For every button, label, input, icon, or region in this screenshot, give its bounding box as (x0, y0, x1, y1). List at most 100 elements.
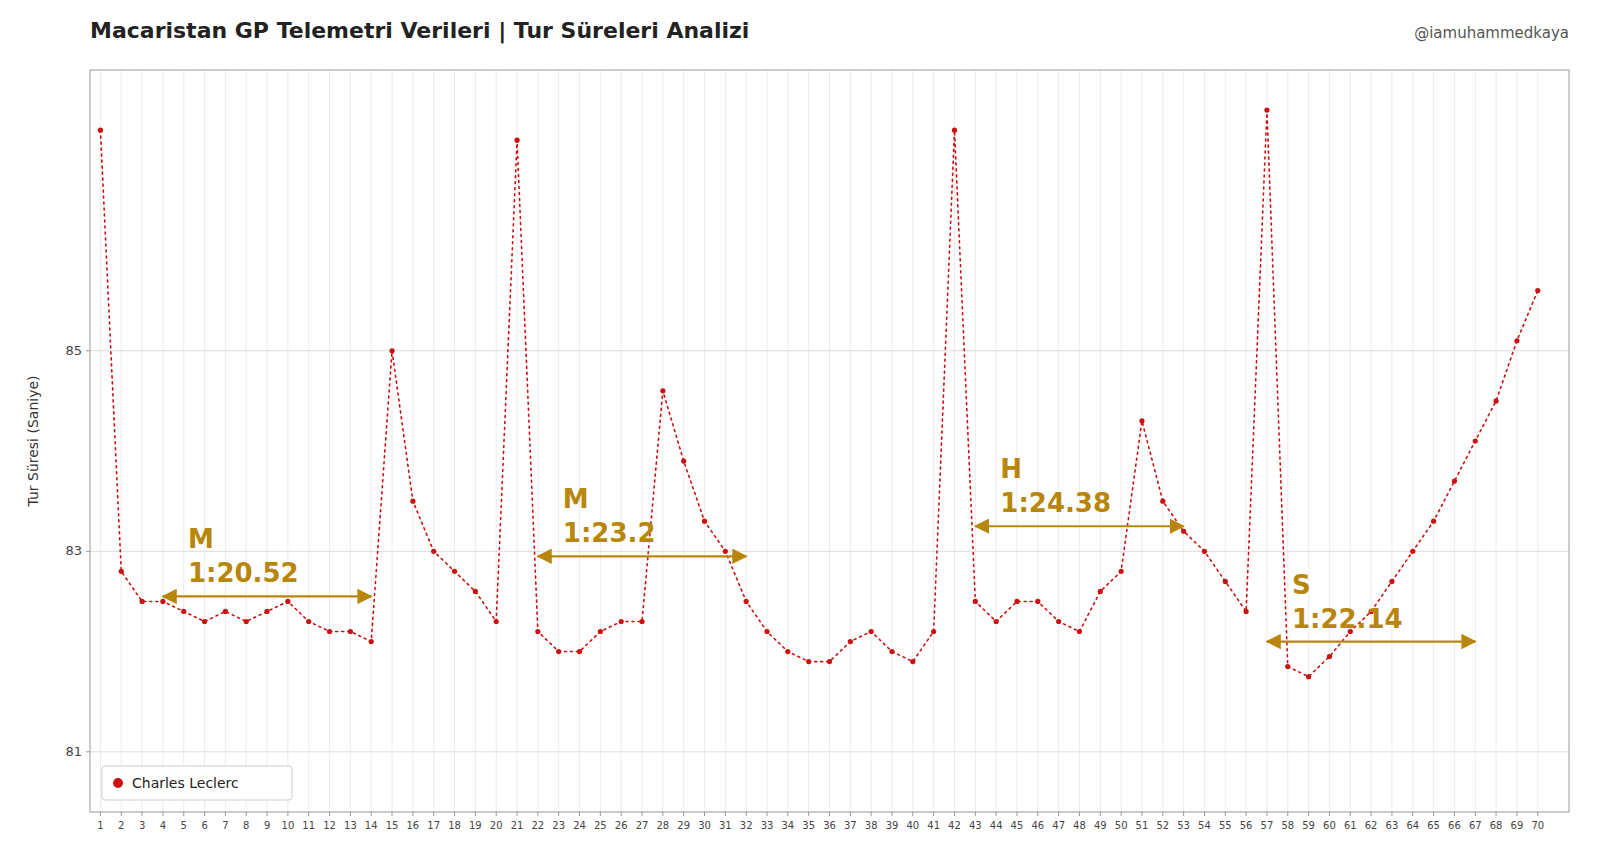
x-tick (912, 812, 913, 816)
series-point (1119, 569, 1124, 574)
series-point (723, 549, 728, 554)
stint-time: 1:23.2 (563, 518, 656, 548)
series-point (369, 639, 374, 644)
series-point (681, 458, 686, 463)
x-tick (975, 812, 976, 816)
x-grid-line (308, 70, 309, 812)
x-tick (746, 812, 747, 816)
x-grid-line (1537, 70, 1538, 812)
x-grid-line (454, 70, 455, 812)
x-tick-label: 46 (1031, 820, 1044, 831)
x-grid-line (204, 70, 205, 812)
x-grid-line (891, 70, 892, 812)
x-grid-line (1454, 70, 1455, 812)
x-tick-label: 23 (552, 820, 565, 831)
x-tick (1079, 812, 1080, 816)
series-point (889, 649, 894, 654)
series-point (910, 659, 915, 664)
x-grid-line (1308, 70, 1309, 812)
x-tick-label: 43 (969, 820, 982, 831)
x-tick-label: 64 (1406, 820, 1419, 831)
x-grid-line (517, 70, 518, 812)
x-tick-label: 35 (802, 820, 815, 831)
x-tick-label: 36 (823, 820, 836, 831)
series-point (1181, 529, 1186, 534)
x-tick-label: 5 (181, 820, 187, 831)
x-tick (329, 812, 330, 816)
x-tick (121, 812, 122, 816)
series-point (806, 659, 811, 664)
x-tick-label: 9 (264, 820, 270, 831)
x-tick-label: 11 (302, 820, 315, 831)
x-tick-label: 25 (594, 820, 607, 831)
x-tick-label: 24 (573, 820, 586, 831)
data (98, 108, 1541, 680)
x-tick (1454, 812, 1455, 816)
y-tick-label: 85 (65, 343, 82, 358)
x-tick-label: 21 (511, 820, 524, 831)
x-grid-line (496, 70, 497, 812)
x-tick-label: 27 (636, 820, 649, 831)
legend-label: Charles Leclerc (132, 775, 239, 791)
x-tick-label: 17 (427, 820, 440, 831)
x-tick (1162, 812, 1163, 816)
series-point (827, 659, 832, 664)
series-line (100, 110, 1537, 677)
stint-label: M (563, 484, 589, 514)
subtitle: @iamuhammedkaya (1414, 24, 1569, 42)
x-tick (1225, 812, 1226, 816)
series-point (306, 619, 311, 624)
stint-arrow (163, 595, 371, 597)
x-tick-label: 70 (1531, 820, 1544, 831)
series-point (535, 629, 540, 634)
x-tick (996, 812, 997, 816)
series-point (1139, 418, 1144, 423)
x-grid-line (1225, 70, 1226, 812)
x-grid-line (392, 70, 393, 812)
x-tick (246, 812, 247, 816)
x-tick (1204, 812, 1205, 816)
x-tick (662, 812, 663, 816)
x-tick (871, 812, 872, 816)
y-grid-line (90, 751, 1569, 752)
series-point (1514, 338, 1519, 343)
series-point (473, 589, 478, 594)
series-point (1244, 609, 1249, 614)
annotations: 1:20.52M1:23.2M1:24.38H1:22.14S (163, 454, 1475, 641)
series-point (1077, 629, 1082, 634)
title: Macaristan GP Telemetri Verileri | Tur S… (90, 18, 749, 44)
x-tick-label: 53 (1177, 820, 1190, 831)
legend: Charles Leclerc (102, 766, 292, 800)
x-grid-line (1141, 70, 1142, 812)
x-grid-line (558, 70, 559, 812)
x-tick (933, 812, 934, 816)
x-grid-line (1079, 70, 1080, 812)
x-grid-line (1412, 70, 1413, 812)
x-tick-label: 57 (1261, 820, 1274, 831)
x-tick (1537, 812, 1538, 816)
x-tick-label: 1 (97, 820, 103, 831)
x-tick (475, 812, 476, 816)
x-tick-label: 66 (1448, 820, 1461, 831)
x-tick-label: 29 (677, 820, 690, 831)
x-tick-label: 45 (1011, 820, 1024, 831)
x-tick-label: 50 (1115, 820, 1128, 831)
x-tick-label: 65 (1427, 820, 1440, 831)
x-tick (1058, 812, 1059, 816)
series-point (181, 609, 186, 614)
series-point (389, 348, 394, 353)
x-grid-line (225, 70, 226, 812)
x-tick (308, 812, 309, 816)
series-point (494, 619, 499, 624)
x-tick (100, 812, 101, 816)
x-grid-line (1058, 70, 1059, 812)
y-tick (86, 751, 90, 752)
x-tick (1037, 812, 1038, 816)
x-grid-line (912, 70, 913, 812)
x-tick (1475, 812, 1476, 816)
x-grid-line (100, 70, 101, 812)
stint-time: 1:20.52 (188, 558, 299, 588)
x-tick (1350, 812, 1351, 816)
x-grid-line (1204, 70, 1205, 812)
x-tick (1266, 812, 1267, 816)
